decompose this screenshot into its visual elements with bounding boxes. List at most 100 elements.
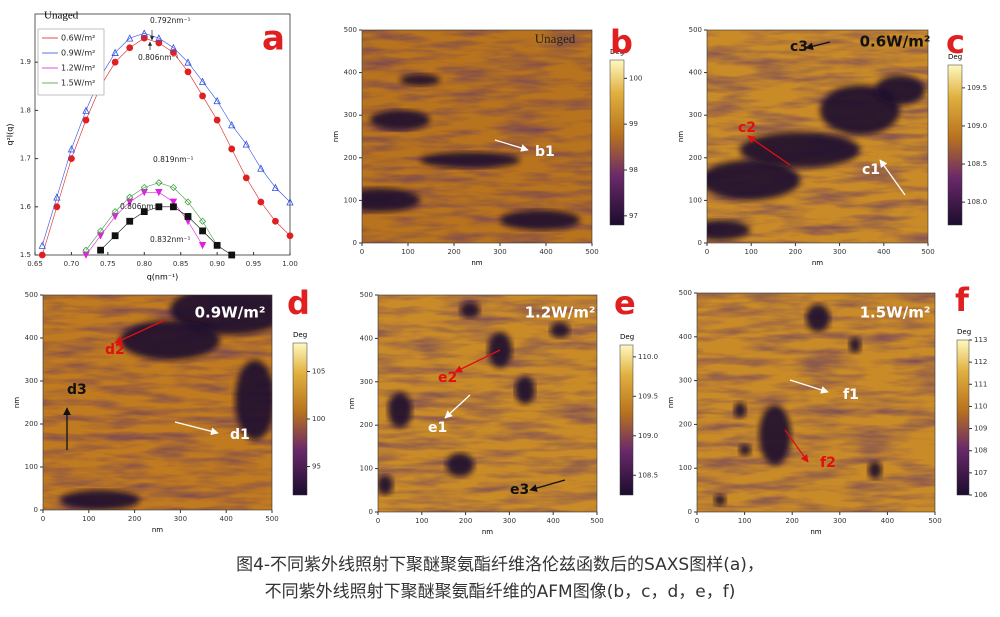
colorbar-tick-label: 109.5 <box>967 84 987 92</box>
afm-image <box>43 295 272 510</box>
y-tick-label: 1.8 <box>20 106 31 114</box>
colorbar-tick-label: 109.5 <box>638 392 658 400</box>
annotation: 0.792nm⁻¹ <box>150 16 191 25</box>
panel-letter: f <box>955 281 970 319</box>
y-axis-label: nm <box>677 131 685 142</box>
data-point <box>82 116 90 124</box>
y-tick-label: 1.6 <box>20 203 32 211</box>
afm-feature <box>500 210 580 230</box>
colorbar-tick-label: 110 <box>974 402 987 410</box>
data-point <box>184 68 192 76</box>
afm-feature <box>446 453 474 477</box>
annotation: e2 <box>438 370 457 386</box>
data-point <box>228 145 236 153</box>
y-tick-label: 1.9 <box>20 58 31 66</box>
data-point <box>169 198 178 206</box>
x-tick-label: 300 <box>174 515 187 523</box>
annotation: e1 <box>428 420 447 436</box>
plot-frame <box>34 13 291 256</box>
data-point <box>184 58 192 66</box>
data-point <box>286 198 294 206</box>
data-point <box>199 217 207 225</box>
annotation: e3 <box>510 482 529 498</box>
data-point <box>126 34 134 42</box>
legend-label: 0.6W/m² <box>61 34 95 43</box>
colorbar-tick-label: 100 <box>629 74 642 82</box>
x-tick-label: 300 <box>503 517 516 525</box>
colorbar <box>956 339 970 496</box>
data-point <box>111 213 119 221</box>
colorbar <box>947 64 963 226</box>
afm-feature <box>515 376 535 404</box>
afm-image <box>707 30 928 243</box>
afm-feature <box>460 302 480 318</box>
y-tick-label: 500 <box>689 26 702 34</box>
annotation: 0.806nm⁻¹ <box>120 202 161 211</box>
x-tick-label: 0 <box>360 248 364 256</box>
data-point <box>228 120 236 129</box>
data-point <box>257 164 265 172</box>
y-tick-label: 100 <box>679 464 692 472</box>
x-tick-label: 0 <box>705 248 709 256</box>
data-point <box>155 179 163 187</box>
x-tick-label: 0.65 <box>27 260 43 268</box>
caption-line: 不同紫外线照射下聚醚聚氨酯纤维的AFM图像(b，c，d，e，f) <box>265 582 736 602</box>
data-point <box>184 213 192 220</box>
afm-feature <box>420 152 520 168</box>
afm-image <box>362 30 592 243</box>
data-point <box>170 203 177 211</box>
data-point <box>111 232 119 240</box>
colorbar-tick-label: 109.0 <box>638 432 658 440</box>
panel-letter: b <box>610 23 633 61</box>
y-tick-label: 300 <box>360 378 373 386</box>
colorbar-tick-label: 97 <box>629 212 638 220</box>
x-axis-label: nm <box>812 259 823 267</box>
colorbar-title: Deg <box>620 333 634 341</box>
data-point <box>126 217 134 225</box>
y-tick-label: 500 <box>360 291 373 299</box>
data-point <box>257 198 265 206</box>
x-tick-label: 400 <box>881 517 894 525</box>
colorbar-title: Deg <box>293 331 307 339</box>
y-tick-label: 400 <box>679 333 692 341</box>
annotation: 0.819nm⁻¹ <box>153 155 194 164</box>
annotation: c2 <box>738 120 756 136</box>
afm-feature <box>235 360 272 440</box>
y-axis-label: q²I(q) <box>6 124 15 146</box>
colorbar-tick-label: 113 <box>974 336 987 344</box>
x-tick-label: 100 <box>738 517 751 525</box>
series-line <box>41 32 291 246</box>
x-tick-label: 400 <box>539 248 552 256</box>
y-tick-label: 0 <box>353 239 357 247</box>
colorbar <box>619 344 634 496</box>
annotation: f1 <box>843 387 859 403</box>
afm-feature <box>868 461 882 479</box>
annotation: c1 <box>862 162 880 178</box>
y-tick-label: 500 <box>344 26 357 34</box>
caption-line: 图4-不同紫外线照射下聚醚聚氨酯纤维洛伦兹函数后的SAXS图样(a)， <box>236 555 764 575</box>
x-tick-label: 100 <box>82 515 95 523</box>
colorbar <box>609 59 625 226</box>
colorbar-tick-label: 112 <box>974 358 987 366</box>
y-tick-label: 1.7 <box>20 155 31 163</box>
colorbar-tick-label: 111 <box>974 380 987 388</box>
y-tick-label: 200 <box>679 420 692 428</box>
data-point <box>111 58 119 66</box>
afm-feature <box>707 220 750 240</box>
legend-label: 1.5W/m² <box>61 79 95 88</box>
condition-label: 0.9W/m² <box>195 304 266 322</box>
annotation-arrow <box>805 41 831 51</box>
afm-feature <box>739 444 751 456</box>
x-tick-label: 200 <box>447 248 460 256</box>
y-tick-label: 400 <box>360 334 373 342</box>
data-point <box>96 232 105 240</box>
chart-header: Unaged <box>44 10 79 22</box>
data-point <box>169 183 177 192</box>
annotation-arrow <box>454 349 501 373</box>
annotation-arrow <box>114 319 166 344</box>
data-point <box>126 44 134 52</box>
data-point <box>38 241 46 249</box>
y-tick-label: 400 <box>344 69 357 77</box>
x-axis-label: nm <box>810 528 821 536</box>
annotation: c3 <box>790 39 808 55</box>
